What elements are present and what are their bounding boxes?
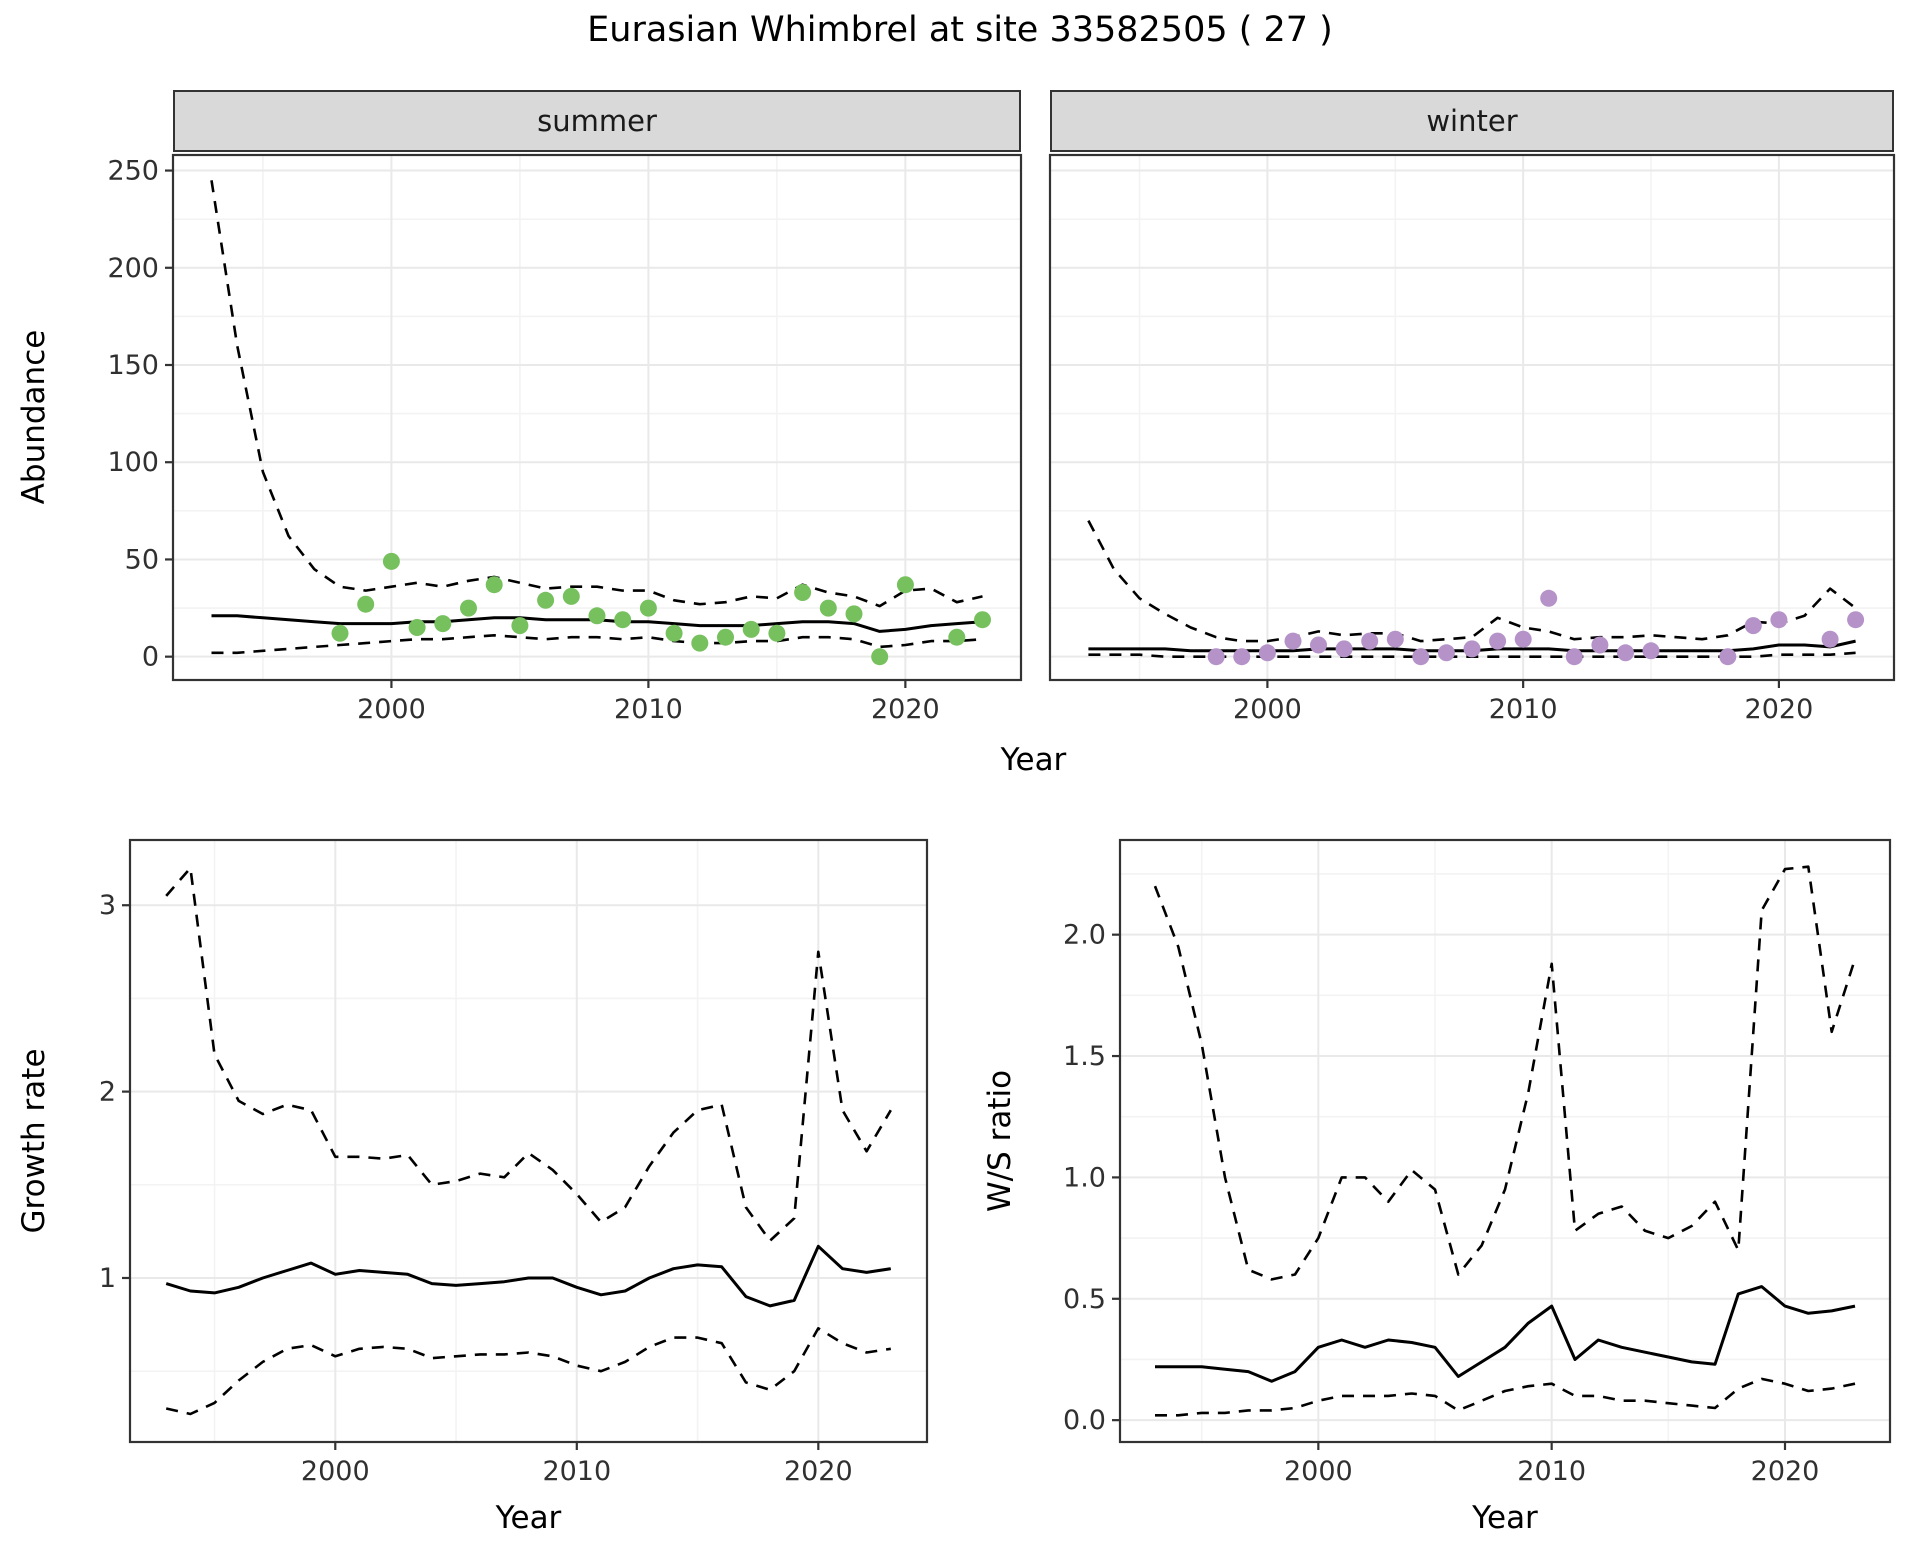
figure-title: Eurasian Whimbrel at site 33582505 ( 27 … [587, 10, 1333, 50]
svg-text:3: 3 [99, 890, 116, 921]
growth-rate-axis-label: Growth rate [16, 1048, 52, 1234]
svg-text:2000: 2000 [301, 1456, 370, 1487]
svg-text:2020: 2020 [871, 694, 940, 724]
top-year-axis-label: Year [1000, 742, 1067, 778]
svg-text:1.5: 1.5 [1063, 1041, 1106, 1072]
svg-text:1: 1 [99, 1263, 116, 1294]
ws-ratio-chart: 2000 2010 2020 0.0 0.5 1.0 1.5 2.0 [1063, 838, 1892, 1487]
svg-text:2010: 2010 [1489, 694, 1558, 724]
facet-strip-winter-label: winter [1426, 104, 1518, 138]
svg-text:2000: 2000 [357, 694, 426, 724]
svg-text:2000: 2000 [1233, 694, 1302, 724]
svg-text:1.0: 1.0 [1063, 1162, 1106, 1193]
svg-text:250: 250 [107, 156, 159, 187]
svg-text:2: 2 [99, 1077, 116, 1108]
svg-text:2010: 2010 [542, 1456, 611, 1487]
svg-text:0.0: 0.0 [1063, 1405, 1106, 1436]
ws-year-axis-label: Year [1472, 1500, 1538, 1536]
winter-abundance-chart: 2000 2010 2020 [1048, 153, 1896, 724]
svg-text:100: 100 [107, 447, 159, 478]
svg-text:2000: 2000 [1284, 1456, 1353, 1487]
abundance-axis-label: Abundance [16, 329, 52, 505]
svg-text:50: 50 [125, 544, 159, 575]
summer-abundance-chart: 2000 2010 2020 0 50 100 150 200 250 [107, 153, 1023, 724]
ws-ratio-axis-label: W/S ratio [982, 1069, 1018, 1213]
svg-text:2010: 2010 [1517, 1456, 1586, 1487]
facet-strip-summer-label: summer [537, 104, 657, 138]
svg-text:0: 0 [142, 642, 159, 673]
growth-rate-chart: 2000 2010 2020 1 2 3 [99, 838, 929, 1487]
svg-text:2010: 2010 [614, 694, 683, 724]
svg-text:2.0: 2.0 [1063, 920, 1106, 951]
svg-text:2020: 2020 [1745, 694, 1814, 724]
facet-strip-winter: winter [1050, 90, 1894, 152]
facet-strip-summer: summer [173, 90, 1021, 152]
svg-text:2020: 2020 [784, 1456, 853, 1487]
svg-text:0.5: 0.5 [1063, 1284, 1106, 1315]
svg-text:150: 150 [107, 350, 159, 381]
svg-text:2020: 2020 [1751, 1456, 1820, 1487]
svg-text:200: 200 [107, 253, 159, 284]
growth-year-axis-label: Year [495, 1500, 562, 1536]
